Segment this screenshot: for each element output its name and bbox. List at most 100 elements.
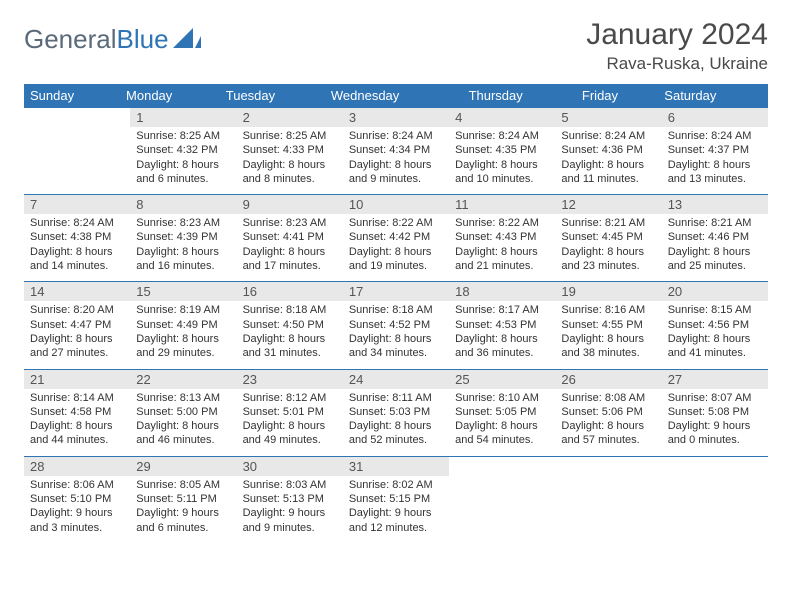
dow-thursday: Thursday — [463, 84, 576, 107]
day-cell: 4Sunrise: 8:24 AMSunset: 4:35 PMDaylight… — [449, 107, 555, 194]
day-cell — [662, 456, 768, 543]
day-text: Sunrise: 8:25 AMSunset: 4:32 PMDaylight:… — [130, 127, 236, 194]
day-cell: 26Sunrise: 8:08 AMSunset: 5:06 PMDayligh… — [555, 369, 661, 456]
day-cell: 23Sunrise: 8:12 AMSunset: 5:01 PMDayligh… — [237, 369, 343, 456]
day-text: Sunrise: 8:17 AMSunset: 4:53 PMDaylight:… — [449, 301, 555, 368]
day-text: Sunrise: 8:05 AMSunset: 5:11 PMDaylight:… — [130, 476, 236, 543]
day-text: Sunrise: 8:21 AMSunset: 4:45 PMDaylight:… — [555, 214, 661, 281]
daylight-line: Daylight: 8 hours and 21 minutes. — [455, 245, 549, 274]
sunrise-line: Sunrise: 8:18 AM — [243, 303, 337, 317]
day-number: 13 — [662, 194, 768, 214]
day-text: Sunrise: 8:16 AMSunset: 4:55 PMDaylight:… — [555, 301, 661, 368]
logo-text-gray: General — [24, 24, 117, 55]
daylight-line: Daylight: 9 hours and 0 minutes. — [668, 419, 762, 448]
day-text: Sunrise: 8:24 AMSunset: 4:35 PMDaylight:… — [449, 127, 555, 194]
sunrise-line: Sunrise: 8:03 AM — [243, 478, 337, 492]
sunset-line: Sunset: 4:39 PM — [136, 230, 230, 244]
sunset-line: Sunset: 4:50 PM — [243, 318, 337, 332]
day-number — [449, 456, 555, 476]
day-text: Sunrise: 8:03 AMSunset: 5:13 PMDaylight:… — [237, 476, 343, 543]
logo-text-blue: Blue — [117, 24, 169, 55]
sunset-line: Sunset: 5:13 PM — [243, 492, 337, 506]
week-row: 7Sunrise: 8:24 AMSunset: 4:38 PMDaylight… — [24, 194, 768, 281]
day-text: Sunrise: 8:19 AMSunset: 4:49 PMDaylight:… — [130, 301, 236, 368]
daylight-line: Daylight: 8 hours and 41 minutes. — [668, 332, 762, 361]
day-text: Sunrise: 8:21 AMSunset: 4:46 PMDaylight:… — [662, 214, 768, 281]
day-cell: 28Sunrise: 8:06 AMSunset: 5:10 PMDayligh… — [24, 456, 130, 543]
dow-row: Sunday Monday Tuesday Wednesday Thursday… — [24, 84, 768, 107]
day-cell: 25Sunrise: 8:10 AMSunset: 5:05 PMDayligh… — [449, 369, 555, 456]
day-cell: 8Sunrise: 8:23 AMSunset: 4:39 PMDaylight… — [130, 194, 236, 281]
sunset-line: Sunset: 4:52 PM — [349, 318, 443, 332]
daylight-line: Daylight: 8 hours and 57 minutes. — [561, 419, 655, 448]
day-cell: 2Sunrise: 8:25 AMSunset: 4:33 PMDaylight… — [237, 107, 343, 194]
sunrise-line: Sunrise: 8:17 AM — [455, 303, 549, 317]
sunrise-line: Sunrise: 8:05 AM — [136, 478, 230, 492]
sunset-line: Sunset: 4:38 PM — [30, 230, 124, 244]
day-number: 22 — [130, 369, 236, 389]
sunset-line: Sunset: 4:56 PM — [668, 318, 762, 332]
day-text: Sunrise: 8:22 AMSunset: 4:43 PMDaylight:… — [449, 214, 555, 281]
day-cell — [555, 456, 661, 543]
daylight-line: Daylight: 8 hours and 44 minutes. — [30, 419, 124, 448]
daylight-line: Daylight: 8 hours and 54 minutes. — [455, 419, 549, 448]
sunrise-line: Sunrise: 8:24 AM — [455, 129, 549, 143]
day-text: Sunrise: 8:23 AMSunset: 4:39 PMDaylight:… — [130, 214, 236, 281]
day-text: Sunrise: 8:24 AMSunset: 4:34 PMDaylight:… — [343, 127, 449, 194]
daylight-line: Daylight: 8 hours and 23 minutes. — [561, 245, 655, 274]
sunset-line: Sunset: 4:43 PM — [455, 230, 549, 244]
sunset-line: Sunset: 4:42 PM — [349, 230, 443, 244]
day-cell: 10Sunrise: 8:22 AMSunset: 4:42 PMDayligh… — [343, 194, 449, 281]
day-text: Sunrise: 8:24 AMSunset: 4:37 PMDaylight:… — [662, 127, 768, 194]
sunset-line: Sunset: 5:08 PM — [668, 405, 762, 419]
day-number: 7 — [24, 194, 130, 214]
day-cell: 16Sunrise: 8:18 AMSunset: 4:50 PMDayligh… — [237, 281, 343, 368]
day-cell: 30Sunrise: 8:03 AMSunset: 5:13 PMDayligh… — [237, 456, 343, 543]
day-number: 1 — [130, 107, 236, 127]
day-text: Sunrise: 8:11 AMSunset: 5:03 PMDaylight:… — [343, 389, 449, 456]
day-number: 24 — [343, 369, 449, 389]
daylight-line: Daylight: 9 hours and 12 minutes. — [349, 506, 443, 535]
day-text: Sunrise: 8:23 AMSunset: 4:41 PMDaylight:… — [237, 214, 343, 281]
daylight-line: Daylight: 9 hours and 9 minutes. — [243, 506, 337, 535]
sunrise-line: Sunrise: 8:23 AM — [136, 216, 230, 230]
sunset-line: Sunset: 4:58 PM — [30, 405, 124, 419]
daylight-line: Daylight: 8 hours and 25 minutes. — [668, 245, 762, 274]
day-text: Sunrise: 8:10 AMSunset: 5:05 PMDaylight:… — [449, 389, 555, 456]
week-row: 14Sunrise: 8:20 AMSunset: 4:47 PMDayligh… — [24, 281, 768, 368]
daylight-line: Daylight: 9 hours and 6 minutes. — [136, 506, 230, 535]
week-row: 28Sunrise: 8:06 AMSunset: 5:10 PMDayligh… — [24, 456, 768, 543]
week-row: 21Sunrise: 8:14 AMSunset: 4:58 PMDayligh… — [24, 369, 768, 456]
day-cell: 18Sunrise: 8:17 AMSunset: 4:53 PMDayligh… — [449, 281, 555, 368]
daylight-line: Daylight: 8 hours and 52 minutes. — [349, 419, 443, 448]
day-number: 30 — [237, 456, 343, 476]
day-cell: 5Sunrise: 8:24 AMSunset: 4:36 PMDaylight… — [555, 107, 661, 194]
day-cell: 14Sunrise: 8:20 AMSunset: 4:47 PMDayligh… — [24, 281, 130, 368]
day-cell: 1Sunrise: 8:25 AMSunset: 4:32 PMDaylight… — [130, 107, 236, 194]
day-text: Sunrise: 8:18 AMSunset: 4:50 PMDaylight:… — [237, 301, 343, 368]
sunrise-line: Sunrise: 8:21 AM — [561, 216, 655, 230]
sunset-line: Sunset: 4:41 PM — [243, 230, 337, 244]
sunrise-line: Sunrise: 8:22 AM — [349, 216, 443, 230]
sunset-line: Sunset: 5:11 PM — [136, 492, 230, 506]
day-cell — [24, 107, 130, 194]
sunset-line: Sunset: 4:47 PM — [30, 318, 124, 332]
calendar-body: 1Sunrise: 8:25 AMSunset: 4:32 PMDaylight… — [24, 107, 768, 543]
dow-wednesday: Wednesday — [325, 84, 463, 107]
sunrise-line: Sunrise: 8:18 AM — [349, 303, 443, 317]
sunset-line: Sunset: 5:05 PM — [455, 405, 549, 419]
daylight-line: Daylight: 8 hours and 31 minutes. — [243, 332, 337, 361]
sunset-line: Sunset: 5:10 PM — [30, 492, 124, 506]
sunset-line: Sunset: 5:00 PM — [136, 405, 230, 419]
logo-sail-icon — [173, 24, 201, 55]
sunset-line: Sunset: 4:34 PM — [349, 143, 443, 157]
day-number — [24, 107, 130, 127]
sunset-line: Sunset: 4:33 PM — [243, 143, 337, 157]
day-number: 20 — [662, 281, 768, 301]
daylight-line: Daylight: 8 hours and 19 minutes. — [349, 245, 443, 274]
daylight-line: Daylight: 8 hours and 34 minutes. — [349, 332, 443, 361]
daylight-line: Daylight: 8 hours and 10 minutes. — [455, 158, 549, 187]
dow-tuesday: Tuesday — [220, 84, 325, 107]
day-number: 4 — [449, 107, 555, 127]
sunset-line: Sunset: 4:37 PM — [668, 143, 762, 157]
